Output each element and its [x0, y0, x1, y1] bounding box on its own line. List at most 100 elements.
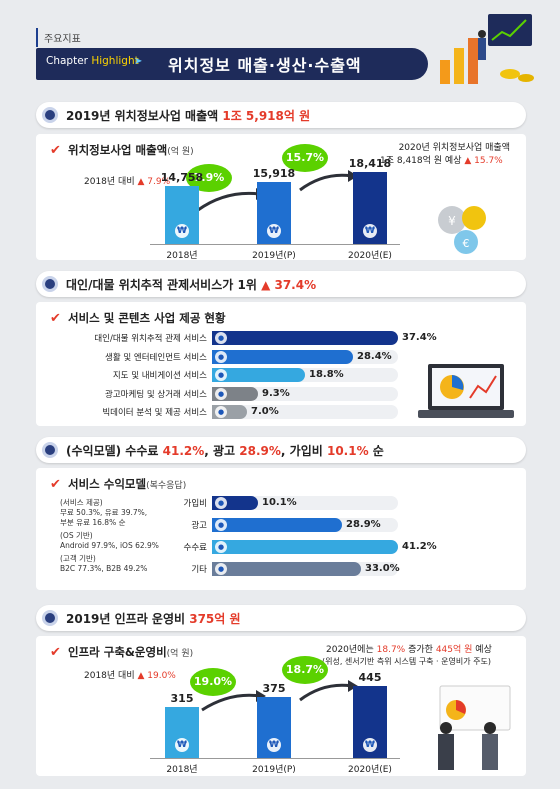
category-icon: ● [215, 519, 227, 531]
data-label: 14,758 [160, 171, 204, 184]
chevron-right-icon: ➤ [134, 56, 143, 67]
x-axis-line [150, 758, 400, 759]
y-tick-label: 가입비 [183, 499, 207, 509]
data-label: 41.2% [402, 541, 437, 552]
bar-track [212, 405, 398, 419]
bar-3: ● [212, 562, 361, 576]
bar-track [212, 496, 398, 510]
category-tag: 주요지표 [36, 28, 87, 47]
bar-1: ● [212, 518, 342, 532]
bullet-dot-icon [42, 276, 58, 292]
bar-2: ● [212, 368, 305, 382]
x-tick-label: 2018년 [166, 251, 198, 261]
growth-arrow-icon [299, 170, 358, 192]
illus-coin-1 [500, 69, 520, 79]
check-icon: ✔ [50, 311, 61, 326]
check-icon: ✔ [50, 645, 61, 660]
bullet-dot-icon [42, 107, 58, 123]
y-tick-label: 지도 및 내비게이션 서비스 [112, 371, 207, 381]
data-label: 28.4% [357, 350, 392, 362]
business-meeting-illustration [438, 685, 511, 770]
data-label: 315 [170, 692, 194, 705]
y-tick-label: 생활 및 엔터테인먼트 서비스 [105, 352, 207, 363]
category-icon: ● [215, 497, 227, 509]
note-yoy-2018: 2018년 대비 ▲ 7.9% [84, 177, 171, 187]
laptop-dashboard-illustration [418, 364, 514, 418]
illus-person-body [478, 38, 486, 60]
section-title-top-service: 대인/대물 위치추적 관제서비스가 1위 ▲ 37.4% [36, 271, 526, 297]
y-tick-label: 광고 [191, 521, 207, 531]
category-icon: ● [215, 369, 227, 381]
data-label: 15,918 [252, 167, 296, 180]
bullet-dot-icon [42, 610, 58, 626]
y-tick-label: 빅데이터 분석 및 제공 서비스 [102, 408, 207, 418]
x-tick-label: 2018년 [166, 765, 198, 775]
section-title-revenue-model: (수익모델) 수수료 41.2%, 광고 28.9%, 가입비 10.1% 순 [36, 437, 526, 463]
growth-arrow-icon [197, 188, 266, 212]
data-label: 18.8% [309, 369, 344, 380]
x-axis-line [150, 244, 400, 245]
growth-bubble-2020-infra: 18.7% [282, 656, 328, 684]
note-2020-forecast-line1: 2020년 위치정보사업 매출액 [398, 143, 510, 153]
won-icon: ₩ [175, 738, 189, 752]
bar-0: ● [212, 496, 258, 510]
category-icon: ● [215, 541, 227, 553]
bar-2: ● [212, 540, 398, 554]
growth-bubble-2019-infra: 19.0% [190, 668, 236, 696]
coins-illustration: ¥€ [438, 206, 486, 254]
category-icon: ● [215, 563, 227, 575]
check-icon: ✔ [50, 477, 61, 492]
finance-chart-illustration [440, 14, 534, 84]
bar-3: ● [212, 386, 258, 401]
section-title-infra-cost: 2019년 인프라 운영비 375억 원 [36, 605, 526, 631]
illus-bar-1 [440, 60, 450, 84]
page-title: 위치정보 매출·생산·수출액 [168, 56, 362, 75]
illus-board [488, 14, 532, 46]
note-2020-infra-line2: (위성, 센서기반 측위 시스템 구축 · 운영비가 주도) [322, 657, 491, 666]
category-icon: ● [215, 406, 227, 418]
svg-text:¥: ¥ [448, 214, 456, 228]
data-label: 7.0% [251, 406, 279, 417]
bar-0: ₩ [165, 186, 199, 244]
illus-bar-2 [454, 48, 464, 84]
y-tick-label: 대인/대물 위치추적 관제 서비스 [94, 334, 207, 344]
x-tick-label: 2019년(P) [252, 251, 296, 261]
won-icon: ₩ [175, 224, 189, 238]
bar-track [212, 386, 398, 401]
check-icon: ✔ [50, 143, 61, 158]
data-label: 33.0% [365, 563, 400, 574]
y-tick-label: 기타 [191, 565, 207, 575]
chapter-label: Chapter Highlight [46, 55, 139, 67]
bar-4: ● [212, 405, 247, 419]
won-icon: ₩ [363, 738, 377, 752]
illus-bar-3 [468, 38, 478, 84]
growth-bubble-2019: 7.9% [186, 164, 232, 192]
x-tick-label: 2020년(E) [348, 251, 392, 261]
won-icon: ₩ [267, 224, 281, 238]
svg-text:€: € [463, 237, 470, 250]
category-icon: ● [215, 350, 227, 363]
x-tick-label: 2019년(P) [252, 765, 296, 775]
bar-2: ₩ [353, 686, 387, 758]
bar-1: ₩ [257, 182, 291, 244]
data-label: 28.9% [346, 519, 381, 530]
bar-0: ₩ [165, 707, 199, 758]
won-icon: ₩ [267, 738, 281, 752]
side-note: (서비스 제공) 무료 50.3%, 유료 39.7%, 부분 유료 16.8%… [60, 498, 159, 573]
won-icon: ₩ [363, 224, 377, 238]
illus-trend-line [491, 19, 527, 41]
y-tick-label: 광고마케팅 및 상거래 서비스 [105, 389, 207, 400]
illus-person-head [478, 30, 486, 38]
note-2020-forecast-line2: 1조 8,418억 원 예상 ▲ 15.7% [380, 156, 503, 166]
category-icon: ● [215, 332, 227, 344]
note-2020-infra-line1: 2020년에는 18.7% 증가한 445억 원 예상 [326, 645, 492, 655]
x-tick-label: 2020년(E) [348, 765, 392, 775]
bar-2: ₩ [353, 172, 387, 244]
data-label: 37.4% [402, 332, 437, 343]
data-label: 9.3% [262, 387, 290, 399]
bar-1: ● [212, 349, 353, 364]
bar-0: ● [212, 331, 398, 345]
data-label: 18,418 [348, 157, 392, 170]
note-yoy-2018-infra: 2018년 대비 ▲ 19.0% [84, 671, 176, 681]
section-title-revenue: 2019년 위치정보사업 매출액 1조 5,918억 원 [36, 102, 526, 128]
